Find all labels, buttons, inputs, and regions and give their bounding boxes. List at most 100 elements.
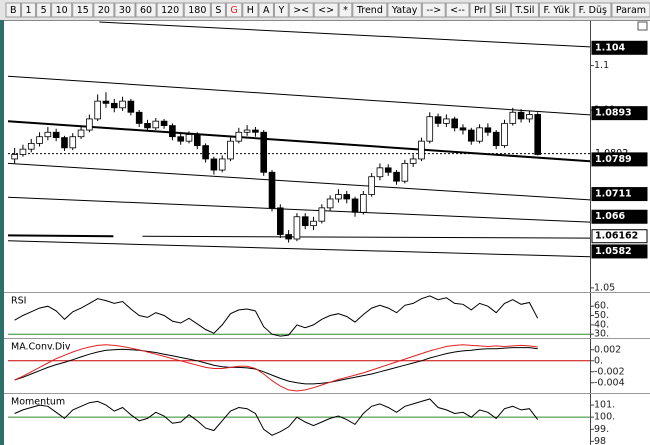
button-label[interactable]: ><	[293, 5, 309, 16]
button-frame[interactable]	[72, 2, 94, 18]
candle-body	[252, 129, 259, 133]
toolbar-button[interactable]: 30	[114, 2, 136, 18]
button-frame[interactable]	[21, 2, 37, 18]
button-frame[interactable]	[225, 2, 243, 18]
button-frame[interactable]	[469, 2, 491, 18]
toolbar-button[interactable]: 15	[72, 2, 94, 18]
button-label[interactable]: H	[247, 5, 254, 16]
button-label[interactable]: 15	[77, 5, 89, 16]
button-label[interactable]: 1	[26, 5, 32, 16]
button-frame[interactable]	[135, 2, 157, 18]
candle-body	[384, 167, 392, 173]
button-label[interactable]: 5	[41, 5, 47, 16]
button-label[interactable]: <--	[450, 5, 465, 16]
candle-body	[368, 176, 375, 195]
toolbar-button[interactable]: 60	[135, 2, 157, 18]
button-label[interactable]: Yatay	[391, 5, 418, 16]
button-frame[interactable]	[258, 2, 274, 18]
button-frame[interactable]	[538, 2, 575, 18]
button-frame[interactable]	[445, 2, 470, 18]
left-strip	[0, 20, 4, 445]
button-label[interactable]: Y	[277, 5, 284, 16]
toolbar-button[interactable]: *	[338, 2, 353, 18]
button-frame[interactable]	[183, 2, 211, 18]
button-label[interactable]: Sil	[495, 5, 506, 16]
candle-body	[69, 136, 77, 149]
button-label[interactable]: 60	[140, 5, 152, 16]
button-frame[interactable]	[156, 2, 184, 18]
button-label[interactable]: -->	[426, 5, 441, 16]
button-frame[interactable]	[611, 2, 650, 18]
button-label[interactable]: Prl	[474, 5, 486, 16]
button-label[interactable]: 20	[98, 5, 110, 16]
button-label[interactable]: 30	[119, 5, 131, 16]
toolbar-button[interactable]: Sil	[490, 2, 511, 18]
button-label[interactable]: *	[343, 5, 348, 16]
toolbar-button[interactable]: S	[210, 2, 226, 18]
toolbar-button[interactable]: 10	[51, 2, 73, 18]
window-box[interactable]	[637, 21, 648, 31]
toolbar-button[interactable]: ><	[288, 2, 314, 18]
toolbar-button[interactable]: G	[225, 2, 243, 18]
toolbar-button[interactable]: B	[5, 2, 22, 18]
button-frame[interactable]	[5, 2, 22, 18]
candle-body	[152, 120, 160, 129]
button-frame[interactable]	[352, 2, 388, 18]
toolbar-button[interactable]: 180	[183, 2, 211, 18]
toolbar-button[interactable]: F. Yük	[538, 2, 575, 18]
level-label: 1.066	[595, 211, 625, 222]
button-label[interactable]: B	[10, 5, 17, 16]
toolbar-button[interactable]: 120	[156, 2, 184, 18]
y-tick-label: -0.004	[594, 377, 625, 388]
candle-body	[326, 198, 334, 209]
button-frame[interactable]	[210, 2, 226, 18]
toolbar-button[interactable]: <>	[313, 2, 339, 18]
button-frame[interactable]	[421, 2, 446, 18]
button-label[interactable]: <>	[318, 5, 334, 16]
toolbar-button[interactable]: Yatay	[387, 2, 422, 18]
button-label[interactable]: S	[215, 5, 221, 16]
toolbar-button[interactable]: -->	[421, 2, 446, 18]
toolbar-button[interactable]: Prl	[469, 2, 491, 18]
button-label[interactable]: F. Düş	[579, 5, 607, 16]
button-frame[interactable]	[510, 2, 539, 18]
toolbar-button[interactable]: <--	[445, 2, 470, 18]
button-label[interactable]: 10	[56, 5, 68, 16]
toolbar-button[interactable]: Y	[273, 2, 289, 18]
candle-body	[401, 162, 409, 182]
button-frame[interactable]	[574, 2, 612, 18]
button-frame[interactable]	[114, 2, 136, 18]
button-frame[interactable]	[36, 2, 52, 18]
button-frame[interactable]	[387, 2, 422, 18]
candle-body	[77, 129, 85, 138]
button-frame[interactable]	[51, 2, 73, 18]
button-label[interactable]: A	[263, 5, 270, 16]
candle-body	[160, 120, 168, 126]
button-frame[interactable]	[288, 2, 314, 18]
toolbar-button[interactable]: A	[258, 2, 274, 18]
button-label[interactable]: Trend	[356, 5, 383, 16]
toolbar-button[interactable]: F. Düş	[574, 2, 612, 18]
panel-title: Momentum	[11, 397, 65, 408]
button-label[interactable]: Param	[616, 5, 646, 16]
toolbar-button[interactable]: H	[242, 2, 259, 18]
button-label[interactable]: F. Yük	[543, 5, 570, 16]
level-label: 1.104	[595, 42, 625, 53]
button-frame[interactable]	[242, 2, 259, 18]
button-label[interactable]: 120	[161, 5, 179, 16]
button-frame[interactable]	[273, 2, 289, 18]
button-frame[interactable]	[93, 2, 115, 18]
button-label[interactable]: G	[230, 5, 237, 16]
button-frame[interactable]	[313, 2, 339, 18]
toolbar-button[interactable]: T.Sil	[510, 2, 539, 18]
toolbar-button[interactable]: 5	[36, 2, 52, 18]
button-frame[interactable]	[338, 2, 353, 18]
toolbar-button[interactable]: 1	[21, 2, 37, 18]
toolbar-button[interactable]: 20	[93, 2, 115, 18]
toolbar-button[interactable]: Trend	[352, 2, 388, 18]
toolbar-button[interactable]: Param	[611, 2, 650, 18]
button-label[interactable]: T.Sil	[514, 5, 534, 16]
button-label[interactable]: 180	[188, 5, 206, 16]
button-frame[interactable]	[490, 2, 511, 18]
y-tick-label: 0.002	[594, 344, 621, 355]
